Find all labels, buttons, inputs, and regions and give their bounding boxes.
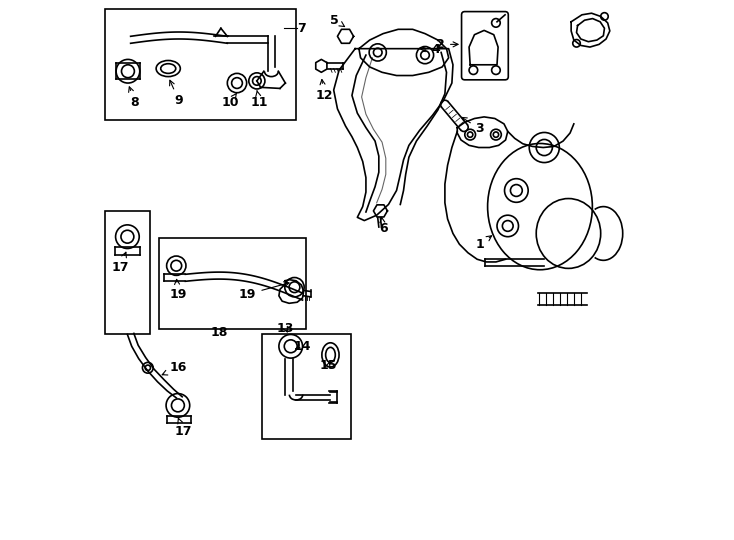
Text: 19: 19 <box>170 279 186 301</box>
Text: 16: 16 <box>162 361 186 375</box>
Bar <box>159 238 306 329</box>
Text: 3: 3 <box>462 117 484 135</box>
Text: 19: 19 <box>239 282 289 301</box>
Bar <box>105 9 296 119</box>
Text: 11: 11 <box>251 90 269 109</box>
Text: 10: 10 <box>221 93 239 109</box>
Text: 17: 17 <box>175 418 192 437</box>
Text: 6: 6 <box>379 218 388 234</box>
Text: 18: 18 <box>211 326 228 339</box>
Bar <box>262 334 351 439</box>
Text: 5: 5 <box>330 14 345 26</box>
Text: 2: 2 <box>436 38 458 51</box>
Text: 9: 9 <box>170 80 184 107</box>
Text: 7: 7 <box>297 22 306 35</box>
Text: 17: 17 <box>111 252 128 274</box>
Text: 1: 1 <box>476 236 492 251</box>
Text: 12: 12 <box>316 79 333 102</box>
Text: 14: 14 <box>294 340 311 353</box>
Text: 13: 13 <box>277 321 294 334</box>
Text: 8: 8 <box>128 87 139 109</box>
Text: 15: 15 <box>319 359 337 372</box>
Text: 4: 4 <box>421 43 440 56</box>
Bar <box>105 211 150 334</box>
